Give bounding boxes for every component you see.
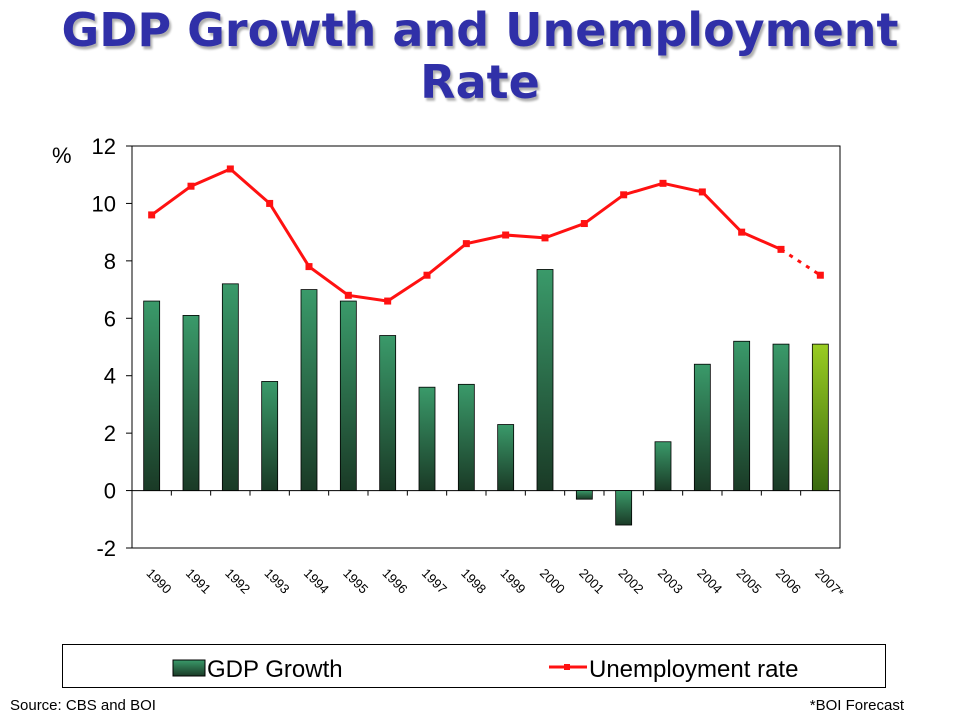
y-tick-label: 0 xyxy=(104,479,116,504)
gdp-bar xyxy=(615,490,633,526)
unemployment-point xyxy=(541,234,549,242)
gdp-bar xyxy=(300,289,318,491)
x-axis: 1990 1991 1992 1993 1994 1995 1996 1997 1998 1999… xyxy=(131,490,847,601)
legend-gdp-label: GDP Growth xyxy=(207,656,343,683)
gdp-bar xyxy=(261,381,279,491)
y-axis: -2 0 2 4 6 8 10 12 xyxy=(92,134,132,561)
gdp-bar xyxy=(575,490,593,500)
gdp-bar xyxy=(339,300,357,491)
unemployment-line xyxy=(148,165,824,305)
plot-area xyxy=(131,145,841,549)
x-tick-label: 2002 xyxy=(616,566,647,597)
y-tick-label: 6 xyxy=(104,306,116,331)
unemployment-point xyxy=(462,240,470,248)
unemployment-point xyxy=(620,191,628,199)
x-tick-label: 2000 xyxy=(537,566,568,597)
unemployment-point xyxy=(226,165,234,173)
legend-line-marker xyxy=(564,664,570,670)
legend-gdp-swatch xyxy=(172,659,206,677)
x-tick-label: 2001 xyxy=(576,566,607,597)
gdp-bar xyxy=(221,283,239,491)
unemployment-point xyxy=(266,199,274,207)
unemployment-line-forecast xyxy=(780,248,822,277)
unemployment-point xyxy=(738,228,746,236)
x-tick-label: 1999 xyxy=(498,566,529,597)
x-tick-label: 1998 xyxy=(458,566,489,597)
gdp-bar xyxy=(811,343,829,491)
y-tick-label: 2 xyxy=(104,421,116,446)
legend-unemployment-label: Unemployment rate xyxy=(589,656,798,683)
x-tick-label: 2007* xyxy=(812,566,847,601)
gdp-bar xyxy=(143,300,161,491)
forecast-note: *BOI Forecast xyxy=(809,697,904,714)
gdp-bar xyxy=(733,340,751,491)
y-tick-label: 8 xyxy=(104,249,116,274)
gdp-bar xyxy=(772,343,790,491)
y-tick-label: 4 xyxy=(104,364,116,389)
y-tick-label: -2 xyxy=(96,536,116,561)
x-tick-label: 1990 xyxy=(144,566,175,597)
gdp-bar xyxy=(693,363,711,491)
unemployment-point xyxy=(777,245,785,253)
unemployment-point xyxy=(148,211,156,219)
y-unit-label: % xyxy=(52,143,72,168)
unemployment-point xyxy=(423,271,431,279)
y-tick-label: 12 xyxy=(92,134,116,159)
x-tick-label: 2006 xyxy=(773,566,804,597)
gdp-bar xyxy=(418,386,436,491)
legend: GDP Growth Unemployment rate xyxy=(62,644,886,688)
unemployment-line-solid xyxy=(150,167,782,303)
gdp-bar xyxy=(379,335,397,491)
x-tick-label: 1992 xyxy=(222,566,253,597)
gdp-bar xyxy=(457,383,475,491)
unemployment-point xyxy=(816,271,824,279)
gdp-bar xyxy=(654,441,672,491)
x-tick-label: 1993 xyxy=(262,566,293,597)
unemployment-point xyxy=(502,231,510,239)
chart-title-line2: Rate xyxy=(420,55,540,109)
x-tick-label: 1994 xyxy=(301,566,332,597)
x-tick-label: 1995 xyxy=(340,566,371,597)
gdp-bar xyxy=(182,315,200,491)
chart-title: GDP Growth and Unemployment Rate xyxy=(0,4,960,108)
unemployment-point xyxy=(344,291,352,299)
unemployment-point xyxy=(698,188,706,196)
x-tick-label: 1991 xyxy=(183,566,214,597)
x-tick-label: 2005 xyxy=(734,566,765,597)
unemployment-point xyxy=(384,297,392,305)
unemployment-point xyxy=(305,263,313,271)
gdp-bar xyxy=(497,424,515,491)
gdp-bars xyxy=(143,269,829,526)
unemployment-point xyxy=(187,182,195,190)
x-tick-label: 1996 xyxy=(380,566,411,597)
unemployment-point xyxy=(659,179,667,187)
x-tick-label: 2004 xyxy=(694,566,725,597)
y-tick-label: 10 xyxy=(92,191,116,216)
chart-title-line1: GDP Growth and Unemployment xyxy=(61,3,899,57)
x-tick-label: 2003 xyxy=(655,566,686,597)
source-note: Source: CBS and BOI xyxy=(10,697,156,714)
gdp-bar xyxy=(536,269,554,491)
unemployment-point xyxy=(580,220,588,228)
x-tick-label: 1997 xyxy=(419,566,450,597)
